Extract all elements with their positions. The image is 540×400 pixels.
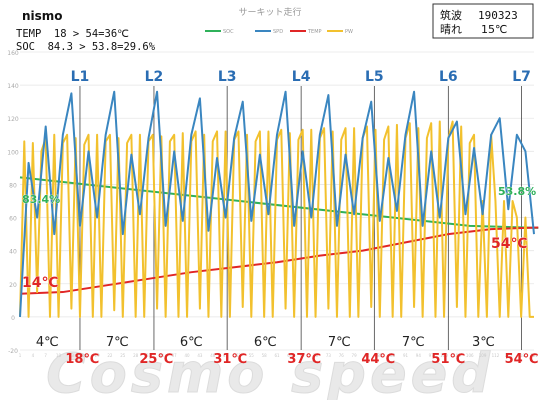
- lap-temp-label: 51℃: [431, 352, 465, 367]
- y-tick-label: -20: [8, 348, 18, 355]
- lap-ambient-label: 4℃: [36, 335, 59, 350]
- x-tick-label: 46: [210, 353, 216, 358]
- y-tick-label: 40: [9, 249, 17, 256]
- x-tick-label: 91: [403, 353, 409, 358]
- series-temp-line: [19, 226, 539, 295]
- x-tick-label: 49: [223, 353, 229, 358]
- lap-ambient-label: 7℃: [402, 335, 425, 350]
- lap-label: L6: [439, 69, 458, 85]
- watermark-text: Cosmo speed: [46, 342, 494, 400]
- lap-temp-label: 54℃: [505, 352, 539, 367]
- x-tick-label: 55: [249, 353, 255, 358]
- x-tick-label: 28: [133, 353, 139, 358]
- y-tick-label: 0: [11, 315, 15, 322]
- x-tick-label: 88: [390, 353, 396, 358]
- y-tick-label: 140: [7, 83, 19, 90]
- y-tick-label: 160: [7, 50, 19, 57]
- x-tick-label: 67: [300, 353, 306, 358]
- lap-ambient-label: 7℃: [328, 335, 351, 350]
- x-tick-label: 19: [95, 353, 101, 358]
- lap-temp-label: 37℃: [287, 352, 321, 367]
- lap-ambient-label: 3℃: [472, 335, 495, 350]
- info-box: [432, 3, 534, 39]
- x-tick-label: 10: [56, 353, 62, 358]
- x-tick-label: 112: [492, 353, 500, 358]
- y-tick-label: 20: [9, 282, 17, 289]
- x-tick-label: 25: [120, 353, 126, 358]
- lap-label: L1: [71, 69, 90, 85]
- x-tick-label: 85: [377, 353, 383, 358]
- ambient-temp: 15℃: [481, 23, 507, 36]
- lap-label: L5: [365, 69, 384, 85]
- lap-ambient-label: 6℃: [180, 335, 203, 350]
- lap-temp-label: 31℃: [213, 352, 247, 367]
- y-tick-label: 60: [9, 216, 17, 223]
- track-name: 筑波: [440, 8, 462, 22]
- y-axis: -20 0 20 40 60 80 100 120 140 160 1 4 7 10 13 16 19 22 25 2…: [7, 50, 538, 358]
- lap-label: L4: [292, 69, 311, 85]
- legend-label-spd: SPD: [273, 29, 283, 35]
- lap-label: L2: [145, 69, 164, 85]
- lap-temp-label: 25℃: [139, 352, 173, 367]
- soc-summary: SOC 84.3 > 53.8=29.6%: [16, 41, 156, 53]
- x-tick-label: 94: [416, 353, 422, 358]
- weather: 晴れ: [440, 23, 462, 36]
- series-spd-line: [19, 90, 535, 317]
- x-tick-label: 34: [159, 353, 165, 358]
- x-tick-label: 82: [364, 353, 370, 358]
- x-tick-label: 58: [262, 353, 268, 358]
- lap-ambient-label: 7℃: [106, 335, 129, 350]
- x-tick-label: 118: [517, 353, 525, 358]
- legend-label-soc: SOC: [223, 29, 234, 35]
- temp-end-label: 54℃: [491, 236, 527, 252]
- x-tick-label: 106: [466, 353, 474, 358]
- lap-label: L7: [512, 69, 531, 85]
- y-tick-label: 120: [7, 116, 19, 123]
- x-tick-label: 4: [32, 353, 35, 358]
- x-tick-label: 52: [236, 353, 242, 358]
- x-tick-label: 121: [530, 353, 538, 358]
- x-tick-label: 79: [352, 353, 358, 358]
- temp-summary: TEMP 18 > 54=36℃: [16, 28, 129, 40]
- legend-label-pw: PW: [345, 29, 353, 35]
- x-tick-label: 97: [429, 353, 435, 358]
- x-tick-label: 22: [107, 353, 113, 358]
- lap-temp-label: 18℃: [65, 352, 99, 367]
- brand-label: nismo: [22, 9, 63, 23]
- x-tick-label: 37: [172, 353, 178, 358]
- lap-temp-label: 44℃: [361, 352, 395, 367]
- y-tick-label: 100: [7, 149, 19, 156]
- x-tick-label: 16: [82, 353, 88, 358]
- x-tick-label: 115: [504, 353, 512, 358]
- legend-label-temp: TEMP: [307, 29, 322, 35]
- soc-start-label: 83.4%: [22, 193, 60, 206]
- x-tick-label: 31: [146, 353, 152, 358]
- x-tick-label: 103: [453, 353, 461, 358]
- annotations-layer: L1 L2 L3 L4 L5 L6 L7 83.4% 53.8% 14℃ 54℃ 4℃ 7℃ 6℃ 6℃ 7℃…: [22, 69, 539, 367]
- temp-start-label: 14℃: [22, 275, 58, 291]
- series-layer: [19, 90, 539, 318]
- x-tick-label: 7: [44, 353, 47, 358]
- x-tick-label: 1: [19, 353, 22, 358]
- x-tick-label: 109: [479, 353, 487, 358]
- session-date: 190323: [478, 9, 518, 22]
- lap-label: L3: [218, 69, 237, 85]
- y-tick-label: 80: [9, 182, 17, 189]
- x-tick-label: 70: [313, 353, 319, 358]
- x-tick-label: 13: [69, 353, 75, 358]
- chart-title: サーキット走行: [238, 6, 301, 18]
- x-tick-label: 43: [197, 353, 203, 358]
- chart-legend: SOC SPD TEMP PW: [205, 29, 353, 35]
- x-tick-label: 100: [440, 353, 448, 358]
- x-tick-label: 64: [287, 353, 293, 358]
- soc-end-label: 53.8%: [498, 185, 536, 198]
- x-tick-label: 61: [274, 353, 280, 358]
- x-tick-label: 40: [185, 353, 191, 358]
- lap-ambient-label: 6℃: [254, 335, 277, 350]
- x-tick-label: 73: [326, 353, 332, 358]
- x-tick-label: 76: [339, 353, 345, 358]
